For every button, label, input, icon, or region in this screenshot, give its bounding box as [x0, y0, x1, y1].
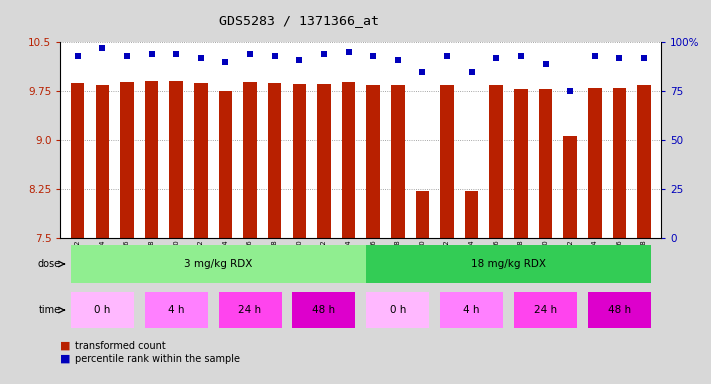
Bar	[613, 88, 626, 238]
Bar	[218, 292, 282, 328]
Text: time: time	[38, 305, 60, 315]
Text: 48 h: 48 h	[312, 305, 336, 315]
Bar	[465, 191, 479, 238]
Bar	[391, 85, 405, 238]
Point	[491, 55, 502, 61]
Bar	[366, 292, 429, 328]
Text: ■: ■	[60, 341, 71, 351]
Point	[97, 45, 108, 51]
Bar	[317, 84, 331, 238]
Bar	[342, 82, 356, 238]
Bar	[268, 83, 282, 238]
Point	[614, 55, 625, 61]
Bar	[71, 292, 134, 328]
Bar	[71, 245, 373, 283]
Bar	[588, 88, 602, 238]
Bar	[292, 292, 356, 328]
Bar	[71, 83, 85, 238]
Text: ■: ■	[60, 354, 71, 364]
Point	[269, 53, 280, 59]
Bar	[95, 85, 109, 238]
Point	[638, 55, 650, 61]
Point	[417, 68, 428, 74]
Text: 24 h: 24 h	[534, 305, 557, 315]
Bar	[366, 245, 651, 283]
Point	[515, 53, 527, 59]
Point	[220, 59, 231, 65]
Bar	[243, 82, 257, 238]
Text: 3 mg/kg RDX: 3 mg/kg RDX	[184, 259, 252, 269]
Point	[565, 88, 576, 94]
Point	[540, 61, 551, 67]
Bar	[489, 85, 503, 238]
Bar	[514, 292, 577, 328]
Bar	[169, 81, 183, 238]
Point	[294, 57, 305, 63]
Text: 4 h: 4 h	[464, 305, 480, 315]
Bar	[416, 191, 429, 238]
Text: dose: dose	[37, 259, 60, 269]
Point	[589, 53, 600, 59]
Bar	[539, 89, 552, 238]
Bar	[292, 84, 306, 238]
Text: transformed count: transformed count	[75, 341, 166, 351]
Point	[146, 51, 157, 57]
Point	[368, 53, 379, 59]
Bar	[144, 292, 208, 328]
Text: 0 h: 0 h	[94, 305, 110, 315]
Text: 0 h: 0 h	[390, 305, 406, 315]
Bar	[120, 82, 134, 238]
Point	[466, 68, 477, 74]
Text: 48 h: 48 h	[608, 305, 631, 315]
Point	[392, 57, 403, 63]
Bar	[440, 292, 503, 328]
Point	[343, 49, 354, 55]
Text: 4 h: 4 h	[168, 305, 184, 315]
Point	[195, 55, 206, 61]
Bar	[145, 81, 159, 238]
Text: 18 mg/kg RDX: 18 mg/kg RDX	[471, 259, 546, 269]
Text: GDS5283 / 1371366_at: GDS5283 / 1371366_at	[218, 14, 379, 27]
Point	[319, 51, 330, 57]
Bar	[219, 91, 232, 238]
Point	[442, 53, 453, 59]
Point	[245, 51, 256, 57]
Point	[72, 53, 83, 59]
Text: 24 h: 24 h	[238, 305, 262, 315]
Point	[171, 51, 182, 57]
Bar	[514, 89, 528, 238]
Bar	[637, 85, 651, 238]
Bar	[440, 85, 454, 238]
Bar	[366, 85, 380, 238]
Bar	[588, 292, 651, 328]
Bar	[194, 83, 208, 238]
Text: percentile rank within the sample: percentile rank within the sample	[75, 354, 240, 364]
Bar	[563, 136, 577, 238]
Point	[122, 53, 133, 59]
